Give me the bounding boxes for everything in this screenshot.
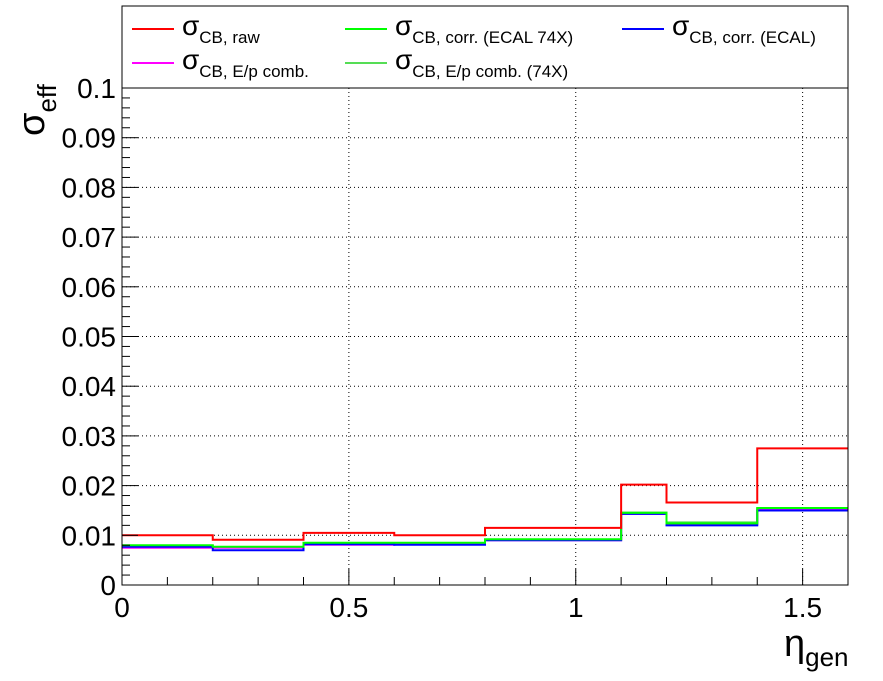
y-tick-label: 0.09 — [62, 123, 117, 154]
y-tick-label: 0.05 — [62, 322, 117, 353]
legend-label: σCB, E/p comb. (74X) — [395, 44, 568, 81]
legend-entry-2: σCB, corr. (ECAL) — [622, 10, 816, 47]
x-axis-title: ηgen — [784, 623, 849, 672]
y-tick-label: 0.04 — [62, 371, 117, 402]
legend-entry-0: σCB, raw — [132, 10, 260, 47]
y-tick-label: 0 — [100, 570, 116, 601]
y-tick-label: 0.06 — [62, 272, 117, 303]
series-line-0 — [122, 447, 848, 541]
y-axis-symbol: σ — [11, 113, 53, 136]
legend-label: σCB, raw — [182, 10, 260, 47]
tick-labels: 0 0.5 1 1.5 0 0.01 0.02 0.03 0.04 0.05 0.06 0.07 0.0… — [62, 73, 823, 623]
legend-label: σCB, corr. (ECAL 74X) — [395, 10, 573, 47]
x-tick-label: 0 — [114, 592, 130, 623]
legend-label: σCB, corr. (ECAL) — [672, 10, 816, 47]
x-tick-label: 1.5 — [783, 592, 822, 623]
legend-entry-1: σCB, corr. (ECAL 74X) — [345, 10, 573, 47]
y-tick-label: 0.07 — [62, 222, 117, 253]
axis-ticks — [121, 87, 849, 586]
series-layer — [122, 447, 848, 552]
series-line-1 — [122, 506, 848, 548]
y-axis-subscript: eff — [32, 83, 62, 112]
y-tick-label: 0.03 — [62, 421, 117, 452]
y-tick-label: 0.1 — [77, 73, 116, 104]
x-axis-subscript: gen — [805, 642, 848, 672]
legend-entries: σCB, raw σCB, corr. (ECAL 74X) σCB, corr. … — [132, 10, 816, 81]
y-tick-label: 0.08 — [62, 172, 117, 203]
legend-label: σCB, E/p comb. — [182, 44, 309, 81]
x-tick-label: 1 — [568, 592, 584, 623]
x-tick-label: 0.5 — [329, 592, 368, 623]
legend-entry-4: σCB, E/p comb. (74X) — [345, 44, 568, 81]
y-axis-title: σeff — [11, 83, 62, 136]
grid-lines — [122, 88, 848, 585]
x-axis-symbol: η — [784, 623, 805, 665]
legend-box — [121, 5, 849, 89]
y-tick-label: 0.02 — [62, 471, 117, 502]
legend: σCB, raw σCB, corr. (ECAL 74X) σCB, corr. … — [121, 5, 849, 89]
y-tick-label: 0.01 — [62, 520, 117, 551]
legend-entry-3: σCB, E/p comb. — [132, 44, 309, 81]
